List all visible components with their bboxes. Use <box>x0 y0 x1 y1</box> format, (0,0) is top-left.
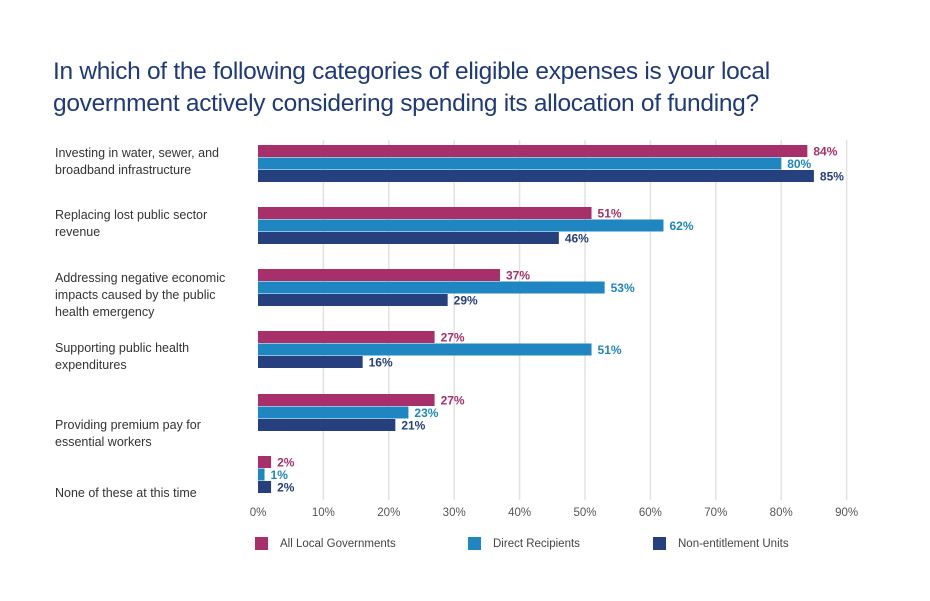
data-label: 21% <box>401 419 425 433</box>
data-label: 80% <box>787 157 811 171</box>
bar <box>258 219 664 232</box>
bar <box>258 406 409 419</box>
bar <box>258 281 605 294</box>
category-label-line: Replacing lost public sector <box>55 208 208 222</box>
bar <box>258 294 448 306</box>
legend-item-direct-recipients: Direct Recipients <box>468 537 580 550</box>
category-label: Providing premium pay for essential worke… <box>55 417 245 451</box>
data-label: 62% <box>669 219 693 233</box>
bar <box>258 419 396 431</box>
bar <box>258 145 808 157</box>
x-tick-label: 40% <box>508 507 531 519</box>
bar <box>258 157 782 170</box>
category-label-line: Addressing negative economic <box>55 271 226 285</box>
category-label-line: Investing in water, sewer, and <box>55 146 219 160</box>
bar <box>258 456 272 468</box>
x-tick-label: 10% <box>312 507 335 519</box>
x-tick-label: 50% <box>573 507 596 519</box>
category-label: Investing in water, sewer, and broadband … <box>55 145 245 179</box>
category-label-line: health emergency <box>55 305 155 319</box>
bar <box>258 356 363 368</box>
data-label: 16% <box>369 356 393 370</box>
title-line-2: government actively considering spending… <box>53 90 759 117</box>
bar <box>258 343 592 356</box>
data-label: 2% <box>277 456 295 470</box>
bar <box>258 170 814 182</box>
legend-label: Direct Recipients <box>493 537 580 550</box>
bar <box>258 232 559 244</box>
legend-item-all-local-governments: All Local Governments <box>255 537 396 550</box>
category-label-line: impacts caused by the public <box>55 288 216 302</box>
bar <box>258 481 272 493</box>
legend-swatch <box>653 537 666 550</box>
data-label: 53% <box>611 281 635 295</box>
category-label: None of these at this time <box>55 485 245 502</box>
legend-swatch <box>468 537 481 550</box>
bar <box>258 468 265 481</box>
data-label: 29% <box>454 294 478 308</box>
data-label: 2% <box>277 481 295 495</box>
legend-label: Non-entitlement Units <box>678 537 789 550</box>
category-label-line: broadband infrastructure <box>55 163 192 177</box>
data-label: 27% <box>441 394 465 408</box>
data-label: 23% <box>414 406 438 420</box>
data-label: 51% <box>598 207 622 221</box>
x-tick-label: 80% <box>770 507 793 519</box>
category-label-line: Supporting public health <box>55 341 190 355</box>
data-label: 37% <box>506 269 530 283</box>
data-label: 85% <box>820 170 844 184</box>
bar <box>258 207 592 219</box>
category-label: Supporting public health expenditures <box>55 340 245 374</box>
category-label: Addressing negative economic impacts caus… <box>55 270 245 321</box>
chart-title: In which of the following categories of … <box>53 56 913 120</box>
data-label: 1% <box>271 468 289 482</box>
category-label-line: essential workers <box>55 435 152 449</box>
legend-swatch <box>255 537 268 550</box>
bar <box>258 269 500 281</box>
category-label-line: Providing premium pay for <box>55 418 201 432</box>
data-label: 51% <box>598 343 622 357</box>
category-label-line: expenditures <box>55 358 127 372</box>
category-label-line: revenue <box>55 225 101 239</box>
x-tick-label: 60% <box>639 507 662 519</box>
bar <box>258 331 435 343</box>
data-label: 27% <box>441 331 465 345</box>
legend-item-non-entitlement-units: Non-entitlement Units <box>653 537 789 550</box>
data-label: 84% <box>813 145 837 159</box>
x-tick-label: 20% <box>377 507 400 519</box>
category-label: Replacing lost public sector revenue <box>55 207 245 241</box>
x-tick-label: 0% <box>250 507 267 519</box>
title-line-1: In which of the following categories of … <box>53 58 770 85</box>
data-label: 46% <box>565 232 589 246</box>
x-tick-label: 90% <box>835 507 858 519</box>
x-tick-label: 30% <box>443 507 466 519</box>
bar <box>258 394 435 406</box>
x-tick-label: 70% <box>704 507 727 519</box>
category-label-line: None of these at this time <box>55 486 197 500</box>
legend-label: All Local Governments <box>280 537 396 550</box>
